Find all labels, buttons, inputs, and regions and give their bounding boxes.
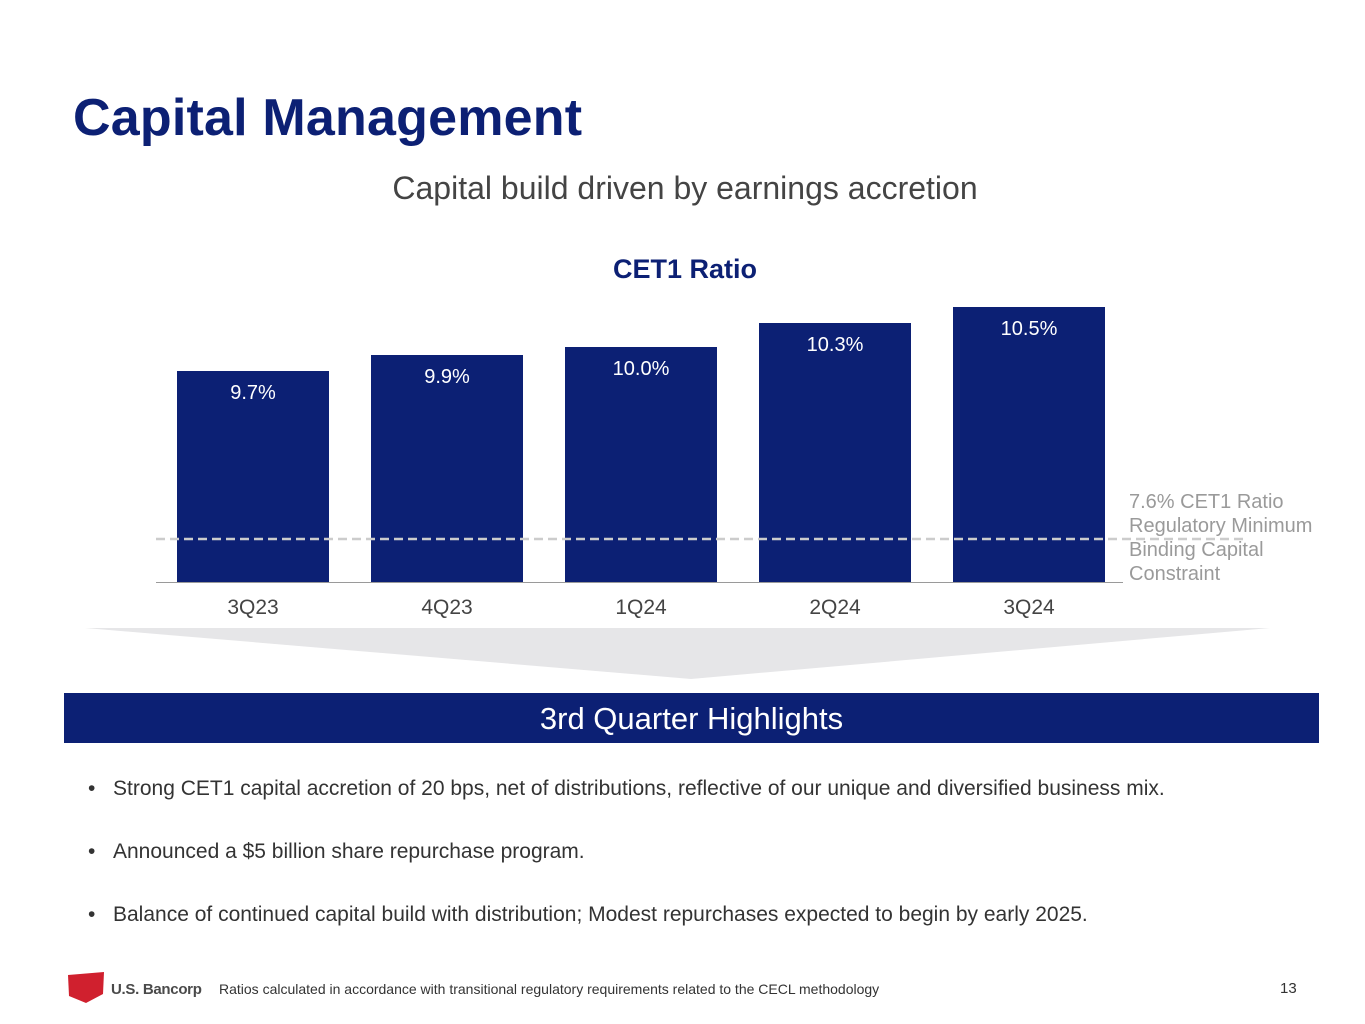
logo-text: U.S. Bancorp: [111, 981, 202, 998]
list-item: • Balance of continued capital build with…: [88, 898, 1165, 961]
reference-label-line: Constraint: [1129, 563, 1221, 585]
cet1-bar-chart: 9.7% 3Q23 9.9% 4Q23 10.0% 1Q24 10.3% 2Q24 10.5% 3…: [156, 307, 1248, 619]
highlights-list: • Strong CET1 capital accretion of 20 bps…: [88, 772, 1165, 961]
bar-data-label: 10.5%: [1001, 318, 1058, 340]
bancorp-shield-icon: [68, 972, 104, 1003]
bar-data-label: 9.9%: [424, 366, 470, 388]
bar: [177, 371, 329, 582]
page-title: Capital Management: [73, 89, 583, 147]
bar-data-label: 10.0%: [613, 358, 670, 380]
x-tick-label: 4Q23: [421, 596, 472, 619]
reference-label-line: Binding Capital: [1129, 539, 1264, 561]
bar: [371, 355, 523, 582]
x-tick-label: 1Q24: [615, 596, 667, 619]
bar-data-label: 9.7%: [230, 382, 276, 404]
reference-label-line: 7.6% CET1 Ratio: [1129, 491, 1284, 513]
x-tick-label: 3Q24: [1003, 596, 1055, 619]
list-item: • Strong CET1 capital accretion of 20 bps…: [88, 772, 1165, 835]
bullet-text: Balance of continued capital build with …: [113, 903, 1088, 926]
bullet-text: Strong CET1 capital accretion of 20 bps,…: [113, 777, 1165, 800]
reference-label-line: Regulatory Minimum: [1129, 515, 1313, 537]
chart-title: CET1 Ratio: [612, 254, 758, 284]
footnote: Ratios calculated in accordance with tra…: [219, 981, 880, 997]
reference-line-label: 7.6% CET1 Ratio Regulatory Minimum Bindi…: [1129, 490, 1312, 586]
page-subtitle: Capital build driven by earnings accreti…: [392, 170, 978, 206]
bullet-icon: •: [88, 777, 96, 800]
chevron-divider: [85, 628, 1270, 679]
page-number: 13: [1280, 980, 1297, 997]
bullet-icon: •: [88, 903, 96, 926]
bar: [565, 347, 717, 582]
bar-data-label: 10.3%: [807, 334, 864, 356]
bar: [953, 307, 1105, 582]
x-tick-label: 2Q24: [809, 596, 861, 619]
highlights-banner: 3rd Quarter Highlights: [64, 693, 1319, 743]
list-item: • Announced a $5 billion share repurchase…: [88, 835, 1165, 898]
x-tick-label: 3Q23: [227, 596, 278, 619]
bullet-icon: •: [88, 840, 96, 863]
bullet-text: Announced a $5 billion share repurchase …: [113, 840, 585, 863]
bar: [759, 323, 911, 582]
